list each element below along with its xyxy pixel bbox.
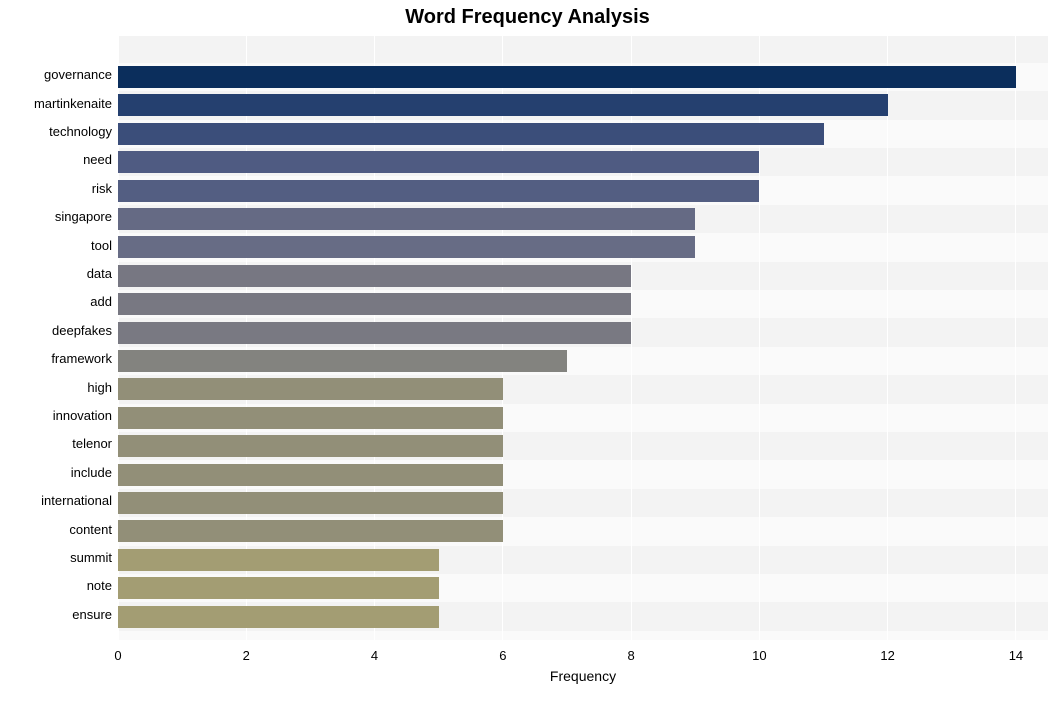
- bar: [118, 265, 631, 287]
- bar: [118, 407, 503, 429]
- x-tick-label: 2: [243, 648, 250, 663]
- bar: [118, 208, 695, 230]
- y-tick-label: need: [4, 152, 112, 167]
- y-tick-label: martinkenaite: [4, 96, 112, 111]
- chart-container: Word Frequency Analysis governance martin…: [0, 0, 1055, 701]
- bar: [118, 350, 567, 372]
- y-tick-label: content: [4, 522, 112, 537]
- y-tick-label: tool: [4, 238, 112, 253]
- y-tick-label: singapore: [4, 209, 112, 224]
- bar: [118, 606, 439, 628]
- x-tick-label: 8: [627, 648, 634, 663]
- bar: [118, 322, 631, 344]
- bar: [118, 236, 695, 258]
- x-tick-label: 14: [1009, 648, 1023, 663]
- x-gridline: [1015, 36, 1016, 640]
- plot-band: [118, 631, 1048, 640]
- x-tick-label: 0: [114, 648, 121, 663]
- plot-band: [118, 36, 1048, 63]
- x-axis-title: Frequency: [118, 668, 1048, 684]
- y-tick-label: data: [4, 266, 112, 281]
- y-tick-label: innovation: [4, 408, 112, 423]
- bar: [118, 66, 1016, 88]
- plot-area: [118, 36, 1048, 640]
- y-tick-label: technology: [4, 124, 112, 139]
- chart-title: Word Frequency Analysis: [0, 6, 1055, 29]
- bar: [118, 378, 503, 400]
- bar: [118, 180, 759, 202]
- x-tick-label: 10: [752, 648, 766, 663]
- x-tick-label: 4: [371, 648, 378, 663]
- y-tick-label: risk: [4, 181, 112, 196]
- y-tick-label: ensure: [4, 607, 112, 622]
- x-tick-label: 12: [880, 648, 894, 663]
- y-tick-label: note: [4, 578, 112, 593]
- y-tick-label: telenor: [4, 436, 112, 451]
- bar: [118, 549, 439, 571]
- bar: [118, 520, 503, 542]
- x-gridline: [887, 36, 888, 640]
- bar: [118, 435, 503, 457]
- bar: [118, 492, 503, 514]
- bar: [118, 464, 503, 486]
- bar: [118, 94, 888, 116]
- y-tick-label: international: [4, 493, 112, 508]
- y-tick-label: summit: [4, 550, 112, 565]
- bar: [118, 577, 439, 599]
- y-tick-label: add: [4, 294, 112, 309]
- y-tick-label: include: [4, 465, 112, 480]
- bar: [118, 151, 759, 173]
- y-tick-label: governance: [4, 67, 112, 82]
- y-tick-label: high: [4, 380, 112, 395]
- y-tick-label: deepfakes: [4, 323, 112, 338]
- bar: [118, 123, 824, 145]
- bar: [118, 293, 631, 315]
- y-tick-label: framework: [4, 351, 112, 366]
- x-tick-label: 6: [499, 648, 506, 663]
